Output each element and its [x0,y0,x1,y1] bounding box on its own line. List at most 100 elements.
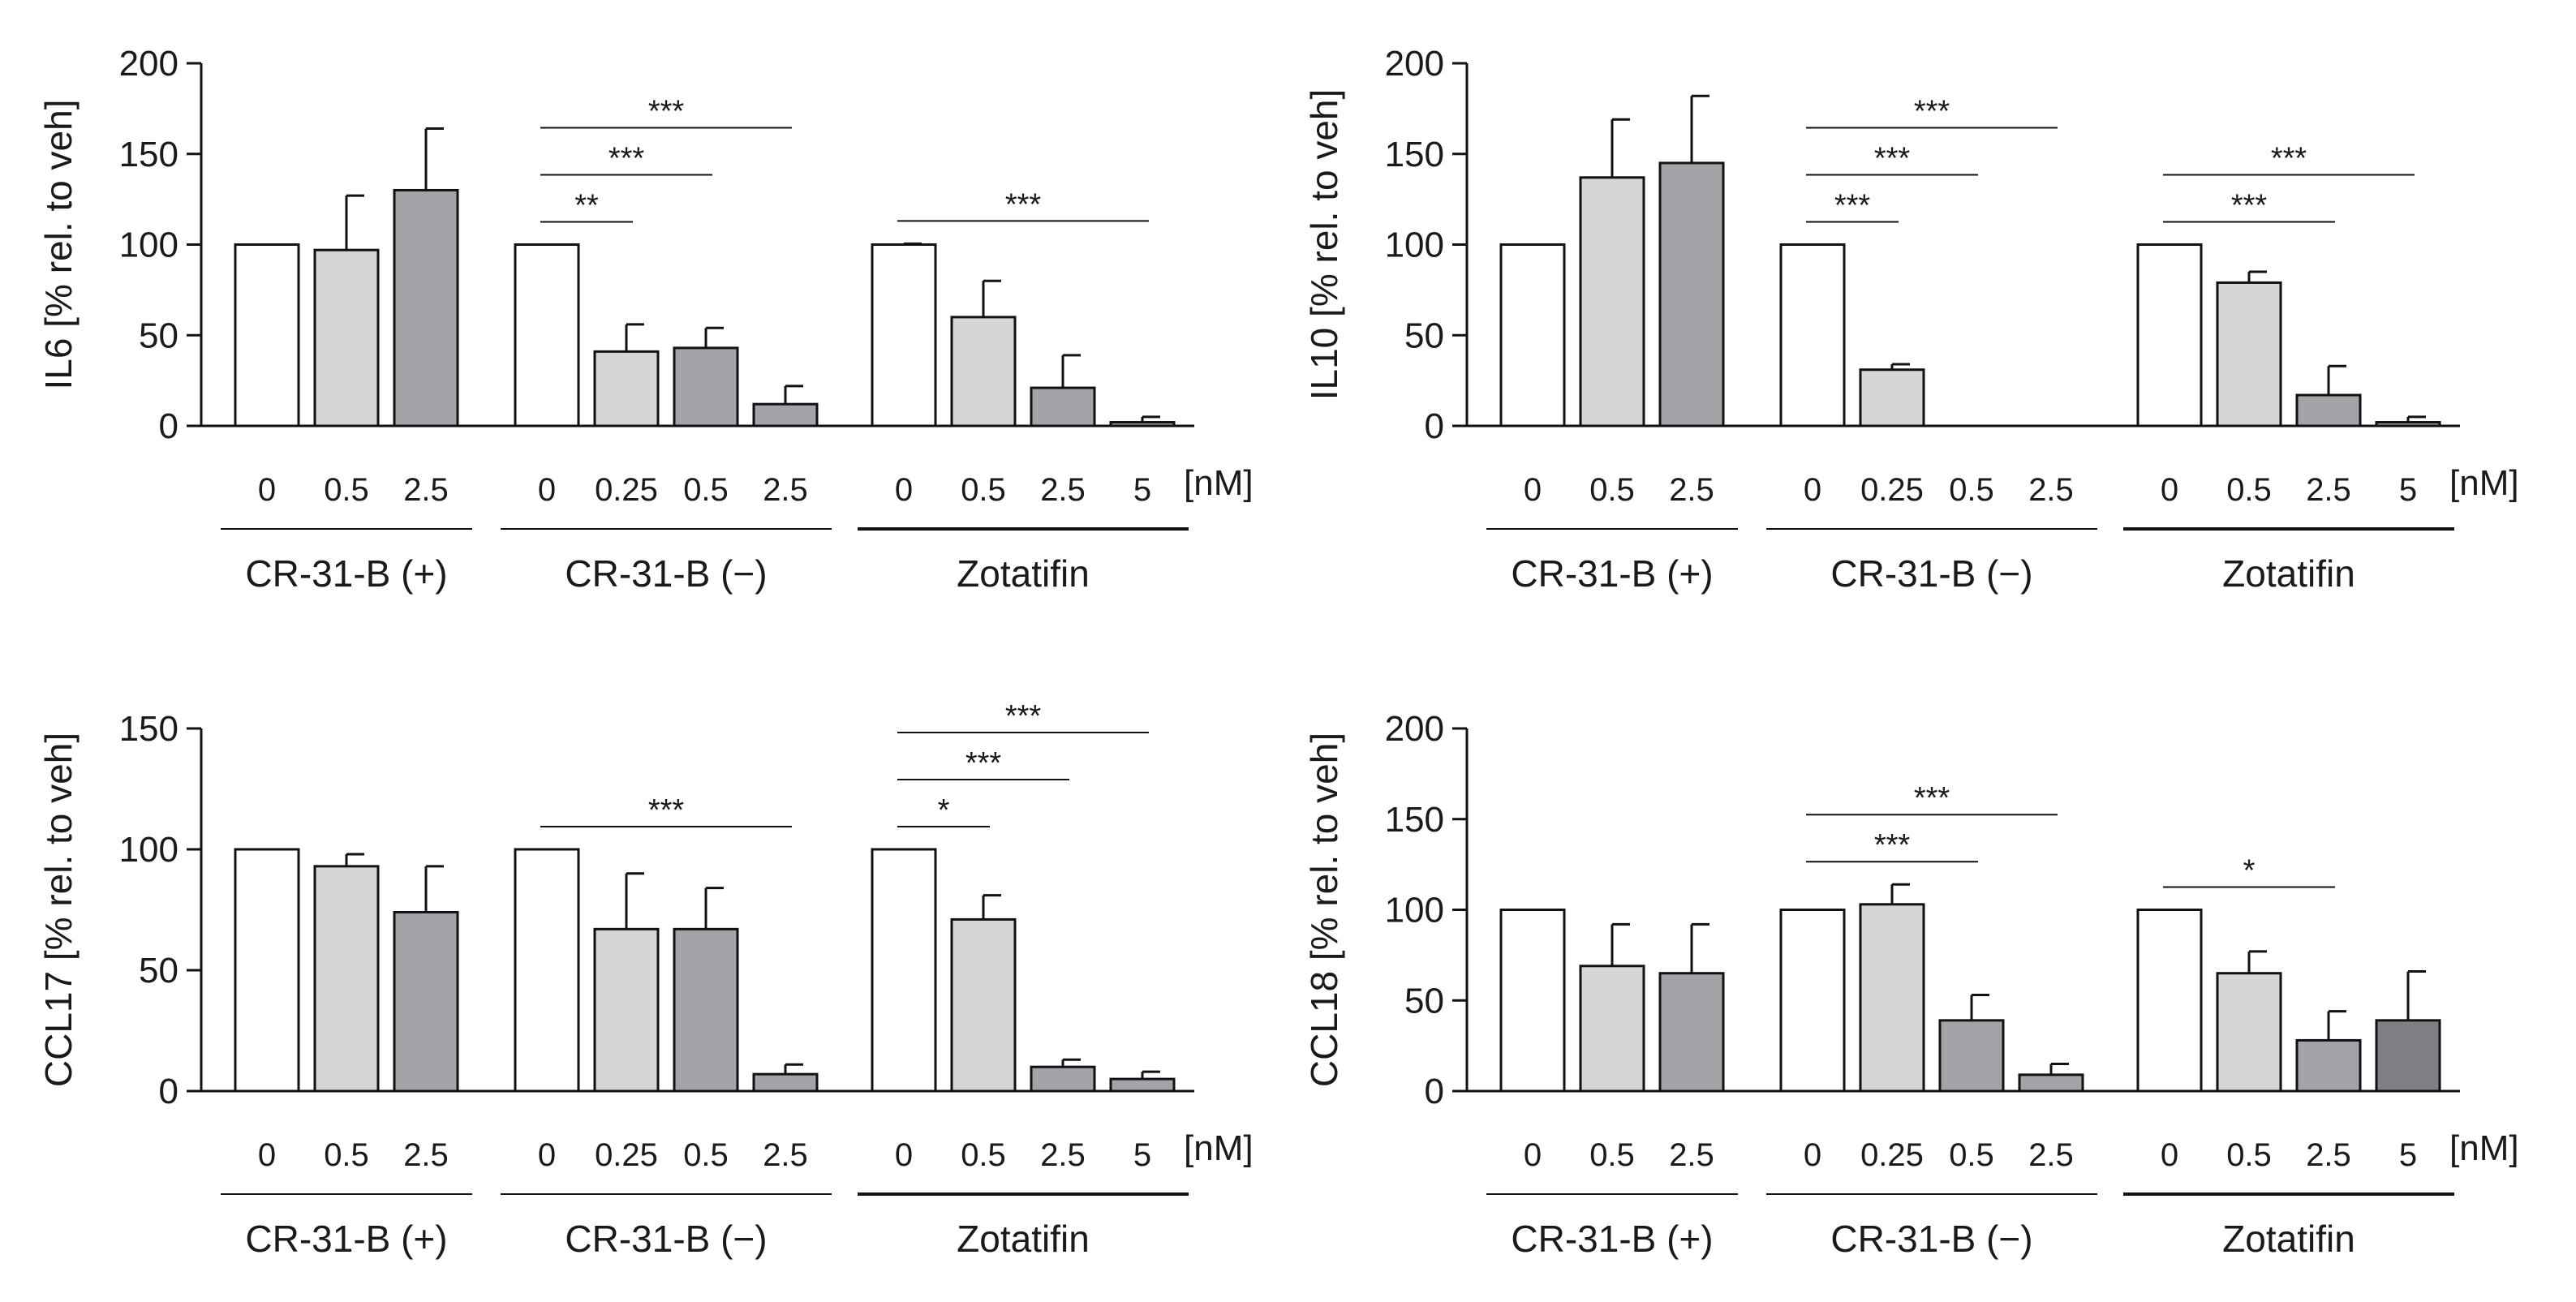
x-tick-label: 0 [2161,1137,2178,1173]
x-tick-label: 0.5 [1949,472,1994,508]
x-tick-label: 0 [258,1137,276,1173]
bar [673,346,739,428]
significance-label: * [2243,854,2256,888]
group-label: CR-31-B (−) [1830,552,2032,595]
y-tick-label: 0 [1425,1072,1444,1111]
significance-label: *** [648,95,685,129]
group-label: CR-31-B (+) [245,1218,447,1260]
x-tick-label: 5 [2399,1137,2417,1173]
bar [1859,368,1925,428]
significance-label: *** [2231,189,2268,223]
unit-label: [nM] [2449,1128,2519,1168]
significance-label: * [938,793,950,827]
x-tick-label: 0 [1804,472,1821,508]
bar [2375,421,2441,428]
x-tick-label: 0 [895,472,913,508]
x-tick-label: 0 [258,472,276,508]
significance-label: *** [1874,828,1911,862]
bar [234,848,300,1093]
y-axis-title: CCL18 [% rel. to veh] [1303,733,1345,1087]
x-tick-label: 0 [1524,1137,1542,1173]
x-tick-label: 5 [2399,472,2417,508]
y-tick-label: 150 [119,135,178,174]
x-tick-label: 0.25 [595,472,658,508]
bar [871,848,937,1093]
bar [2136,909,2203,1093]
bar [593,927,660,1093]
x-tick-label: 0 [1804,1137,1821,1173]
bar [2295,393,2362,428]
group-label: Zotatifin [2222,1218,2355,1260]
bar [950,316,1017,428]
bar [393,910,459,1093]
x-tick-label: 0.5 [683,472,729,508]
bar [2216,972,2282,1093]
y-tick-label: 100 [1385,891,1444,930]
bar [1499,909,1566,1093]
bar [1658,972,1725,1093]
y-tick-label: 50 [1404,981,1444,1021]
x-tick-label: 0.5 [324,1137,369,1173]
bar [593,350,660,428]
bar [1579,965,1645,1093]
x-tick-label: 0 [538,1137,556,1173]
bar [752,1072,819,1093]
x-tick-label: 0 [1524,472,1542,508]
y-tick-label: 0 [159,406,178,446]
x-tick-label: 0.25 [1860,472,1924,508]
significance-label: *** [1914,781,1950,815]
unit-label: [nM] [1184,1128,1254,1168]
bar [514,848,580,1093]
bar [1779,243,1846,428]
x-tick-label: 2.5 [1040,472,1086,508]
bar [1499,243,1566,428]
group-label: Zotatifin [957,552,1090,595]
bar [752,402,819,428]
x-tick-label: 0.5 [1589,1137,1635,1173]
significance-label: *** [609,142,645,176]
significance-label: ** [574,189,599,223]
bar [313,248,380,428]
significance-label: *** [2271,142,2307,176]
bar [1779,909,1846,1093]
x-tick-label: 0.5 [961,1137,1006,1173]
x-tick-label: 2.5 [763,472,808,508]
x-tick-label: 0.5 [683,1137,729,1173]
x-tick-label: 2.5 [1669,472,1714,508]
x-tick-label: 0.5 [1949,1137,1994,1173]
y-tick-label: 0 [1425,406,1444,446]
y-tick-label: 150 [1385,800,1444,840]
bar [2375,1019,2441,1093]
bar [2136,243,2203,428]
significance-label: *** [1005,699,1042,733]
bar [871,243,937,428]
x-tick-label: 0 [895,1137,913,1173]
bar [1658,161,1725,428]
x-tick-label: 5 [1133,1137,1151,1173]
bar [950,917,1017,1093]
y-tick-label: 100 [119,830,178,870]
y-tick-label: 150 [1385,135,1444,174]
y-tick-label: 200 [119,44,178,84]
bar [234,243,300,428]
x-tick-label: 2.5 [2306,1137,2351,1173]
y-axis-title: IL6 [% rel. to veh] [37,100,80,390]
y-tick-label: 50 [1404,316,1444,355]
group-label: Zotatifin [2222,552,2355,595]
x-tick-label: 0.5 [324,472,369,508]
bar [2216,281,2282,428]
chart-panel-il6: 0 50 100 150 200 IL6 [% rel. to veh] 0 0.5 2.5 CR… [16,16,1274,633]
group-label: Zotatifin [957,1218,1090,1260]
y-tick-label: 150 [119,709,178,749]
x-tick-label: 2.5 [403,1137,449,1173]
bar [1109,1077,1176,1093]
x-tick-label: 0 [538,472,556,508]
y-tick-label: 200 [1385,709,1444,749]
x-tick-label: 2.5 [1669,1137,1714,1173]
x-tick-label: 2.5 [2028,472,2074,508]
bar [393,188,459,428]
chart-panel-ccl17: 0 50 100 150 CCL17 [% rel. to veh] 0 0.5 2.5 CR-… [16,681,1274,1298]
